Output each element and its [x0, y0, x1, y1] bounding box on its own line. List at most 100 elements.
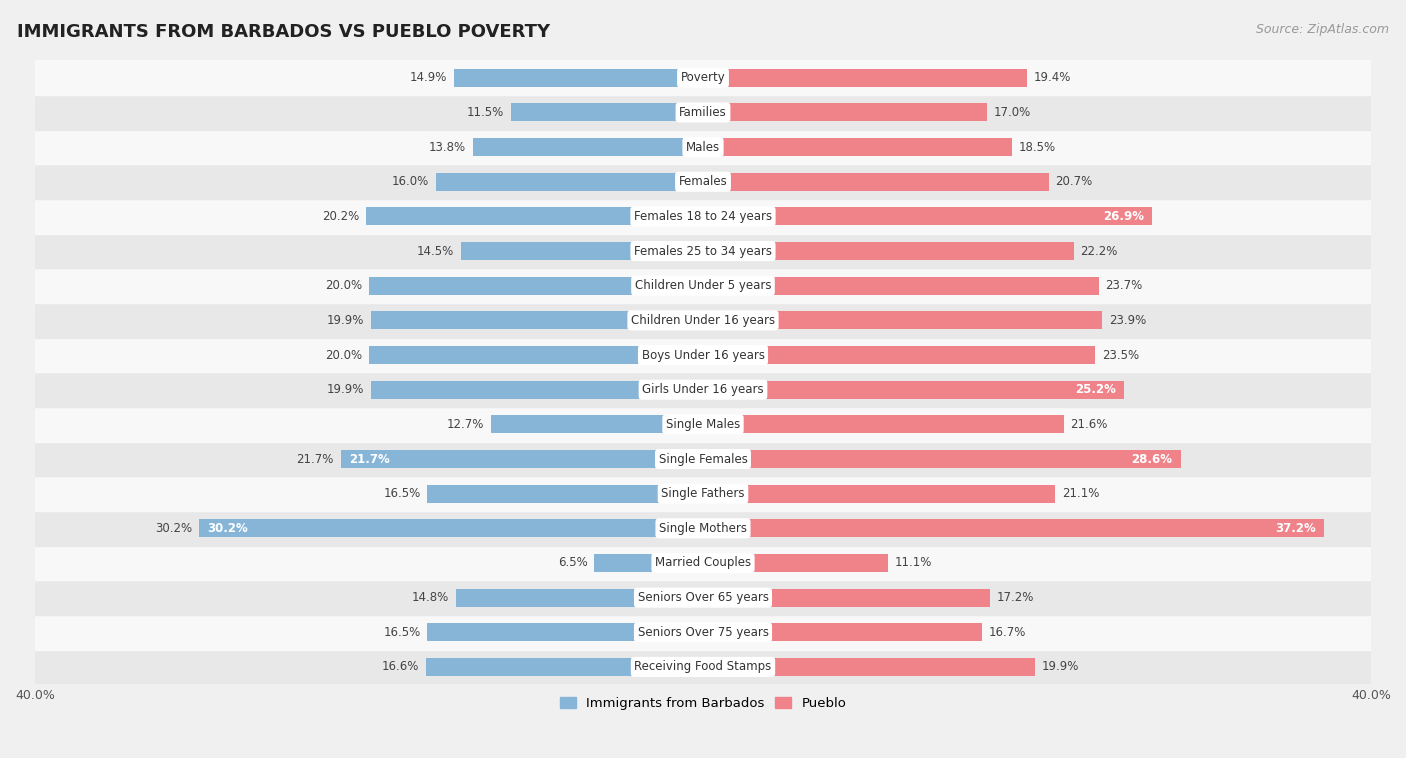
Text: Single Males: Single Males — [666, 418, 740, 431]
Bar — [491, 415, 703, 434]
Bar — [703, 138, 1012, 156]
Text: 16.5%: 16.5% — [384, 487, 420, 500]
Bar — [198, 519, 703, 537]
Bar — [35, 164, 1371, 199]
Bar — [703, 519, 1324, 537]
Bar — [436, 173, 703, 191]
Text: Single Females: Single Females — [658, 453, 748, 465]
Bar — [35, 407, 1371, 442]
Text: 23.9%: 23.9% — [1109, 314, 1146, 327]
Text: 11.1%: 11.1% — [896, 556, 932, 569]
Bar — [368, 277, 703, 295]
Bar — [703, 346, 1095, 364]
Text: 28.6%: 28.6% — [1132, 453, 1173, 465]
Text: 17.2%: 17.2% — [997, 591, 1035, 604]
Bar — [703, 381, 1123, 399]
Text: 14.5%: 14.5% — [418, 245, 454, 258]
Text: 14.8%: 14.8% — [412, 591, 449, 604]
Text: Seniors Over 65 years: Seniors Over 65 years — [637, 591, 769, 604]
Text: Girls Under 16 years: Girls Under 16 years — [643, 384, 763, 396]
Text: 11.5%: 11.5% — [467, 106, 505, 119]
Bar — [426, 658, 703, 676]
Text: 21.6%: 21.6% — [1070, 418, 1108, 431]
Text: 23.5%: 23.5% — [1102, 349, 1139, 362]
Bar — [703, 103, 987, 121]
Text: 16.0%: 16.0% — [392, 175, 429, 188]
Text: 18.5%: 18.5% — [1019, 141, 1056, 154]
Bar — [35, 199, 1371, 233]
Text: 6.5%: 6.5% — [558, 556, 588, 569]
Bar — [456, 589, 703, 606]
Text: 23.7%: 23.7% — [1105, 279, 1143, 293]
Text: 37.2%: 37.2% — [1275, 522, 1316, 535]
Text: 22.2%: 22.2% — [1080, 245, 1118, 258]
Bar — [35, 372, 1371, 407]
Bar — [35, 338, 1371, 372]
Bar — [703, 242, 1074, 260]
Bar — [35, 61, 1371, 96]
Text: IMMIGRANTS FROM BARBADOS VS PUEBLO POVERTY: IMMIGRANTS FROM BARBADOS VS PUEBLO POVER… — [17, 23, 550, 41]
Text: 30.2%: 30.2% — [155, 522, 193, 535]
Bar — [35, 130, 1371, 164]
Bar — [595, 554, 703, 572]
Text: 12.7%: 12.7% — [447, 418, 484, 431]
Text: Females 18 to 24 years: Females 18 to 24 years — [634, 210, 772, 223]
Bar — [703, 277, 1099, 295]
Text: Children Under 16 years: Children Under 16 years — [631, 314, 775, 327]
Text: 19.9%: 19.9% — [1042, 660, 1080, 673]
Bar — [703, 658, 1035, 676]
Bar — [366, 208, 703, 225]
Text: 30.2%: 30.2% — [207, 522, 247, 535]
Text: 14.9%: 14.9% — [411, 71, 447, 84]
Bar — [703, 554, 889, 572]
Text: 21.1%: 21.1% — [1062, 487, 1099, 500]
Bar — [510, 103, 703, 121]
Bar — [703, 173, 1049, 191]
Legend: Immigrants from Barbados, Pueblo: Immigrants from Barbados, Pueblo — [554, 691, 852, 715]
Text: Children Under 5 years: Children Under 5 years — [634, 279, 772, 293]
Text: 19.9%: 19.9% — [326, 314, 364, 327]
Text: Females: Females — [679, 175, 727, 188]
Text: 16.7%: 16.7% — [988, 626, 1026, 639]
Text: Families: Families — [679, 106, 727, 119]
Text: Boys Under 16 years: Boys Under 16 years — [641, 349, 765, 362]
Text: 20.7%: 20.7% — [1056, 175, 1092, 188]
Bar — [35, 476, 1371, 511]
Bar — [454, 69, 703, 87]
Bar — [35, 442, 1371, 476]
Text: Married Couples: Married Couples — [655, 556, 751, 569]
Bar — [703, 484, 1056, 503]
Bar — [703, 589, 990, 606]
Text: 21.7%: 21.7% — [297, 453, 333, 465]
Text: Males: Males — [686, 141, 720, 154]
Text: Receiving Food Stamps: Receiving Food Stamps — [634, 660, 772, 673]
Bar — [35, 615, 1371, 650]
Text: Females 25 to 34 years: Females 25 to 34 years — [634, 245, 772, 258]
Bar — [371, 312, 703, 330]
Text: 20.0%: 20.0% — [325, 349, 363, 362]
Text: 13.8%: 13.8% — [429, 141, 465, 154]
Bar — [427, 484, 703, 503]
Text: 17.0%: 17.0% — [994, 106, 1031, 119]
Bar — [340, 450, 703, 468]
Bar — [35, 233, 1371, 268]
Bar — [371, 381, 703, 399]
Bar — [35, 511, 1371, 546]
Bar — [461, 242, 703, 260]
Bar — [35, 650, 1371, 684]
Bar — [35, 96, 1371, 130]
Bar — [368, 346, 703, 364]
Bar — [427, 623, 703, 641]
Bar — [35, 581, 1371, 615]
Bar — [35, 268, 1371, 303]
Text: 20.0%: 20.0% — [325, 279, 363, 293]
Text: 19.9%: 19.9% — [326, 384, 364, 396]
Text: 20.2%: 20.2% — [322, 210, 359, 223]
Bar — [703, 623, 981, 641]
Text: Poverty: Poverty — [681, 71, 725, 84]
Text: 16.6%: 16.6% — [381, 660, 419, 673]
Text: 16.5%: 16.5% — [384, 626, 420, 639]
Text: Source: ZipAtlas.com: Source: ZipAtlas.com — [1256, 23, 1389, 36]
Text: Single Mothers: Single Mothers — [659, 522, 747, 535]
Bar — [703, 69, 1026, 87]
